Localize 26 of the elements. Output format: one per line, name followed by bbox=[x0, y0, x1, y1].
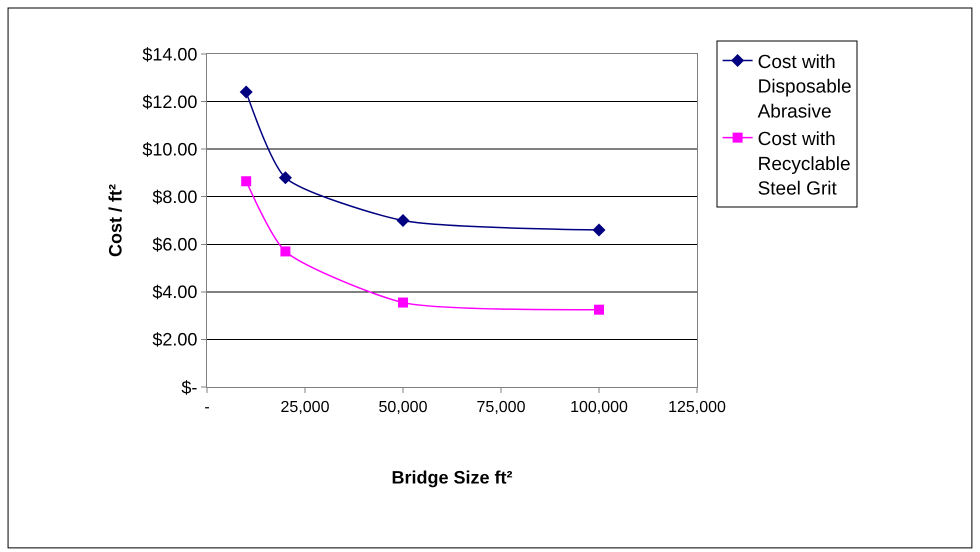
point bbox=[594, 304, 604, 315]
legend-label: Cost with Disposable Abrasive bbox=[758, 52, 852, 122]
y-tick-label: $10.00 bbox=[142, 139, 198, 160]
y-tick-label: $- bbox=[181, 377, 198, 398]
y-tick-label: $12.00 bbox=[142, 92, 198, 112]
y-axis-title: Cost / ft² bbox=[106, 184, 126, 257]
x-tick-label: 125,000 bbox=[668, 399, 726, 416]
x-tick-label: 75,000 bbox=[476, 399, 526, 416]
y-tick-label: $6.00 bbox=[152, 234, 198, 255]
y-tick-label: $4.00 bbox=[152, 282, 198, 302]
y-tick-label: $14.00 bbox=[142, 44, 198, 64]
x-tick-label: 50,000 bbox=[378, 399, 428, 416]
x-tick-label: 100,000 bbox=[570, 399, 628, 416]
y-tick-label: $2.00 bbox=[152, 330, 198, 350]
x-axis-title: Bridge Size ft² bbox=[391, 467, 513, 488]
point bbox=[398, 298, 408, 308]
x-tick-label: 25,000 bbox=[280, 399, 330, 416]
point bbox=[241, 176, 252, 186]
point bbox=[592, 224, 606, 237]
x-tick-label: - bbox=[204, 399, 210, 416]
y-tick-label: $8.00 bbox=[152, 187, 198, 208]
point bbox=[240, 86, 253, 99]
point bbox=[278, 171, 292, 184]
point bbox=[396, 214, 410, 227]
legend-label: Cost with Recyclable Steel Grit bbox=[758, 129, 851, 200]
point bbox=[280, 246, 290, 256]
